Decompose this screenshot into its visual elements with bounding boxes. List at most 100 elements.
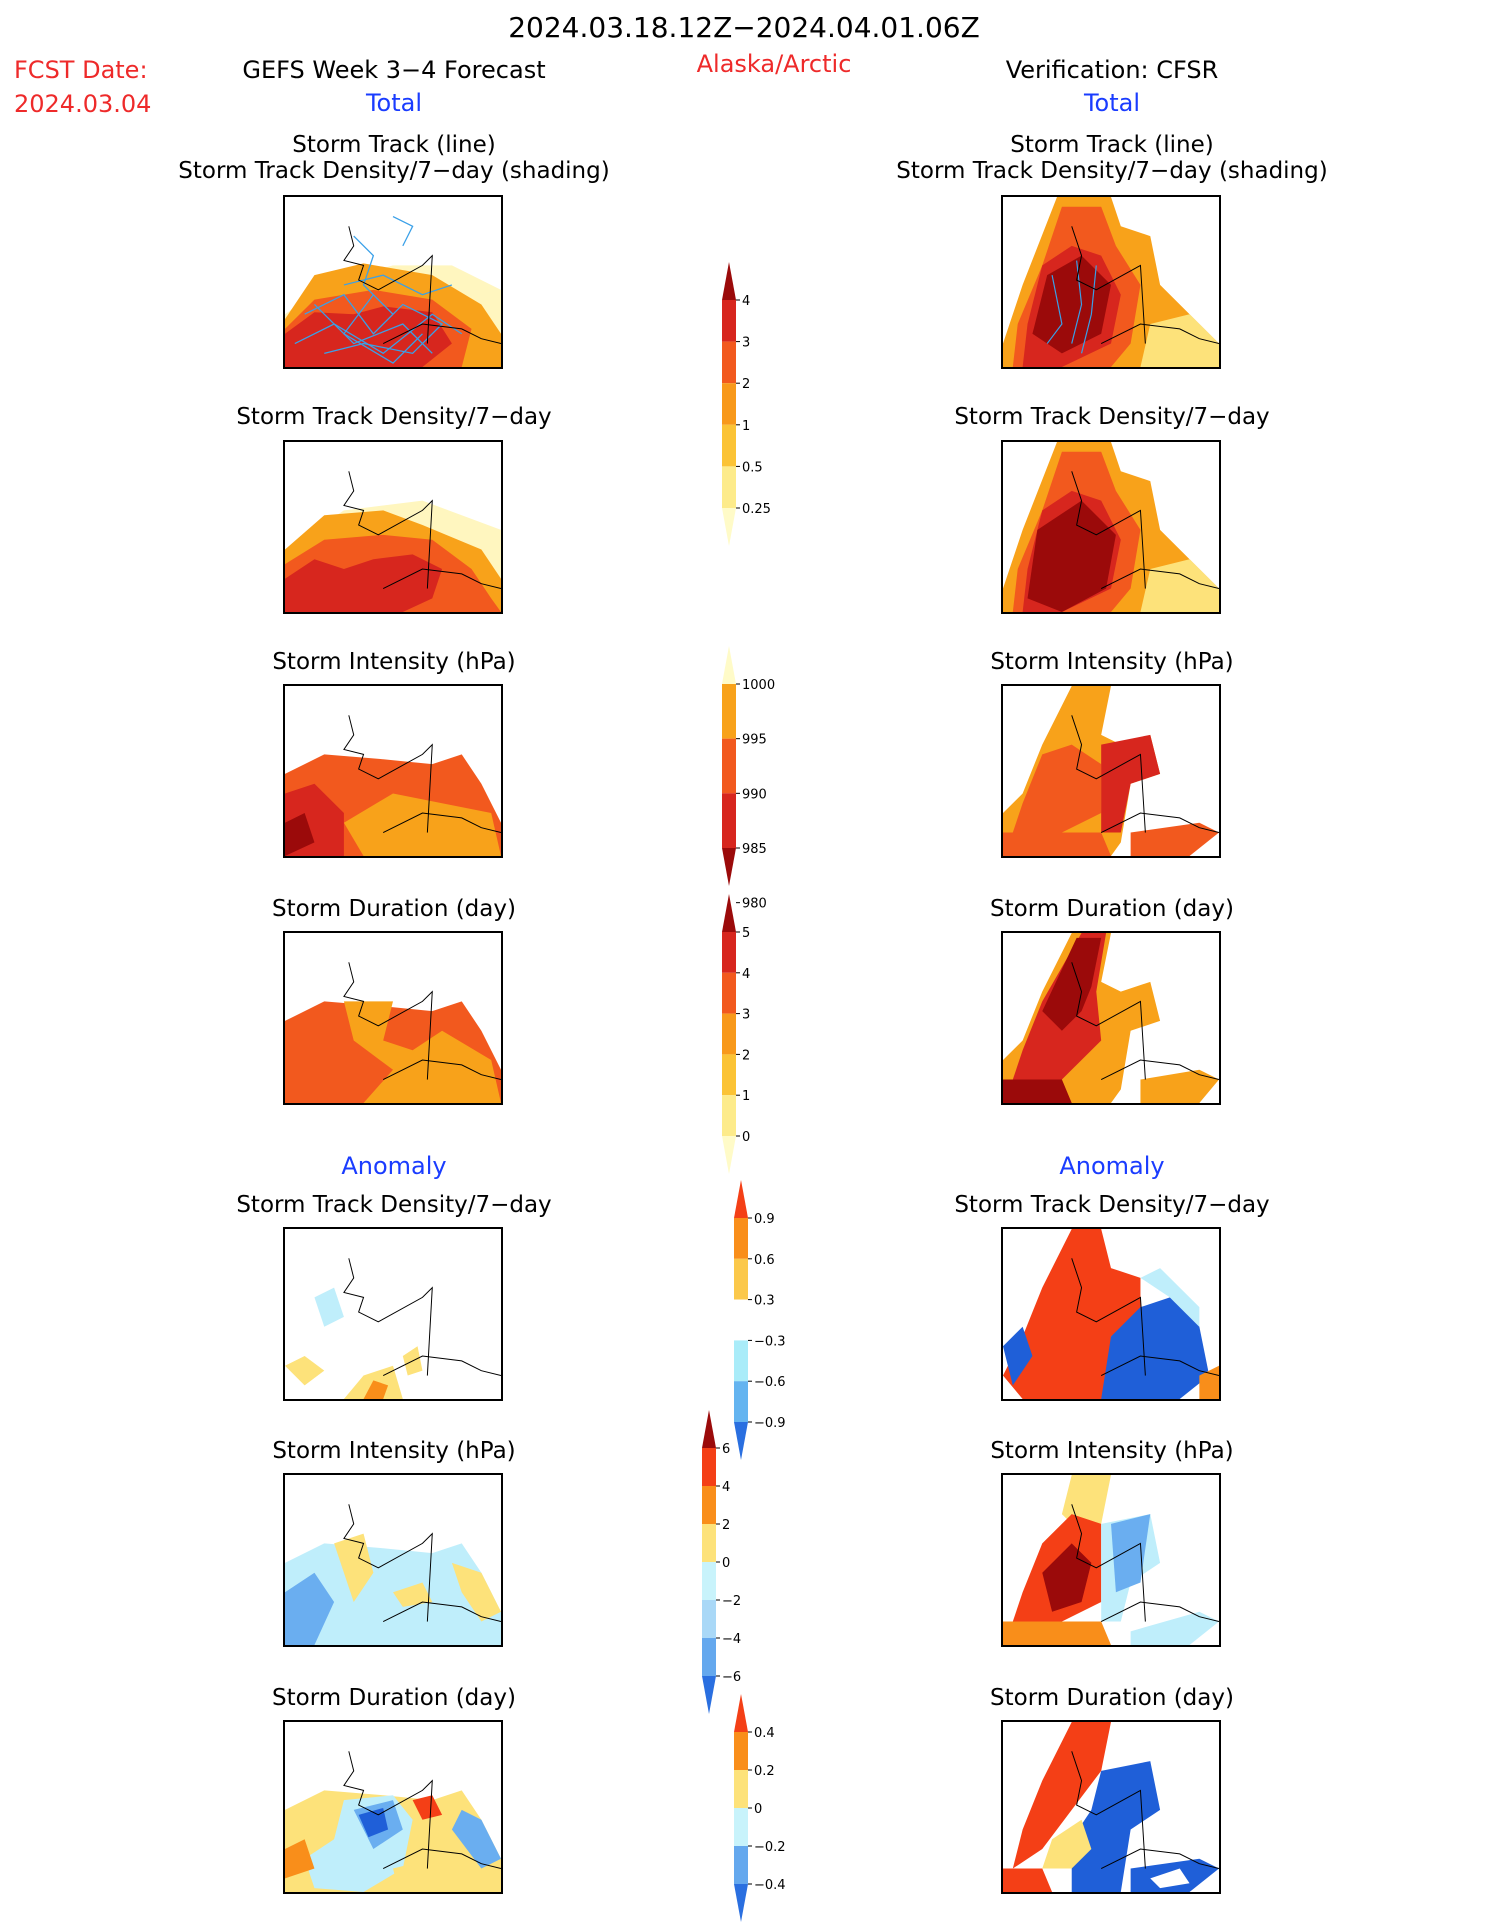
colorbar-tick-label: −0.4	[754, 1878, 786, 1893]
colorbar-swatch	[734, 1770, 748, 1808]
colorbar-tick-label: 0.9	[754, 1212, 775, 1227]
colorbar-swatch	[722, 1013, 736, 1055]
colorbar-swatch	[734, 1884, 748, 1922]
map-panel-gefs-density	[283, 440, 503, 614]
colorbar-swatch	[722, 848, 736, 886]
colorbar-tick-label: 980	[742, 897, 767, 912]
colorbar-swatch	[734, 1846, 748, 1884]
colorbar-tick-label: 0.5	[742, 460, 763, 475]
panel-title-duration-left: Storm Duration (day)	[272, 896, 516, 922]
map-panel-cfsr-density	[1001, 440, 1221, 614]
colorbar-tick-label: 3	[742, 336, 750, 351]
colorbar-tick-label: 0	[722, 1556, 730, 1571]
colorbar-density: 4 3 2 1 0.5 0.25	[720, 262, 780, 546]
colorbar-anom-density-svg: 0.9 0.6 0.3 −0.3 −0.6 −0.9	[734, 1180, 786, 1460]
colorbar-tick-label: 0.6	[754, 1253, 775, 1268]
map-panel-gefs-anom-intensity	[283, 1473, 503, 1647]
panel-title-anom-density-right: Storm Track Density/7−day	[954, 1192, 1270, 1218]
colorbar-swatch	[722, 300, 736, 342]
panel-title-anom-duration-right: Storm Duration (day)	[990, 1685, 1234, 1711]
map-panel-gefs-anom-density	[283, 1227, 503, 1401]
colorbar-tick-label: 0	[754, 1802, 762, 1817]
colorbar-tick-label: 2	[742, 1048, 750, 1063]
colorbar-duration: 5 4 3 2 1 0	[720, 894, 780, 1174]
map-panel-gefs-track	[283, 195, 503, 369]
anomaly-label-left: Anomaly	[341, 1152, 447, 1180]
colorbar-swatch	[734, 1381, 748, 1422]
colorbar-swatch	[722, 793, 736, 848]
colorbar-tick-label: 2	[742, 377, 750, 392]
colorbar-tick-label: −0.9	[754, 1416, 786, 1431]
colorbar-tick-label: 990	[742, 787, 767, 802]
verification-title: Verification: CFSR	[1005, 56, 1219, 84]
date-range-title: 2024.03.18.12Z−2024.04.01.06Z	[508, 11, 980, 44]
colorbar-swatch	[734, 1218, 748, 1259]
colorbar-tick-label: −0.6	[754, 1375, 786, 1390]
colorbar-tick-label: 0	[742, 1130, 750, 1145]
panel-title-intensity-left: Storm Intensity (hPa)	[272, 649, 516, 675]
colorbar-tick-label: −0.3	[754, 1334, 786, 1349]
total-label-left: Total	[365, 89, 423, 117]
fcst-date-value: 2024.03.04	[14, 90, 152, 118]
colorbar-tick-label: 4	[742, 294, 750, 309]
colorbar-tick-label: 0.2	[754, 1764, 775, 1779]
colorbar-anom-intensity-svg: 6 4 2 0 −2 −4 −6	[702, 1410, 741, 1714]
colorbar-swatch	[702, 1638, 716, 1676]
panel-title-track-line-left: Storm Track (line)	[292, 132, 496, 158]
colorbar-tick-label: 995	[742, 733, 767, 748]
panel-title-density-left: Storm Track Density/7−day	[236, 404, 552, 430]
colorbar-tick-label: 0.4	[754, 1726, 775, 1741]
map-panel-gefs-duration	[283, 931, 503, 1105]
map-panel-cfsr-anom-density	[1001, 1227, 1221, 1401]
colorbar-swatch	[722, 262, 736, 300]
panel-title-duration-right: Storm Duration (day)	[990, 896, 1234, 922]
colorbar-tick-label: 3	[742, 1008, 750, 1023]
colorbar-tick-label: 4	[722, 1480, 730, 1495]
colorbar-swatch	[702, 1562, 716, 1600]
colorbar-swatch	[722, 932, 736, 973]
colorbar-swatch	[722, 684, 736, 739]
colorbar-swatch	[734, 1258, 748, 1300]
colorbar-density-svg: 4 3 2 1 0.5 0.25	[722, 262, 771, 546]
panel-title-anom-intensity-left: Storm Intensity (hPa)	[272, 1438, 516, 1464]
colorbar-swatch	[722, 383, 736, 425]
colorbar-swatch	[734, 1808, 748, 1846]
colorbar-swatch	[702, 1600, 716, 1638]
colorbar-duration-svg: 5 4 3 2 1 0	[722, 894, 750, 1174]
colorbar-swatch	[722, 646, 736, 684]
colorbar-swatch	[722, 972, 736, 1014]
colorbar-swatch	[722, 466, 736, 508]
panel-title-track-line-right: Storm Track (line)	[1010, 132, 1214, 158]
map-panel-cfsr-anom-intensity	[1001, 1473, 1221, 1647]
colorbar-intensity-svg: 1000 995 990 985 980	[722, 646, 775, 912]
colorbar-tick-label: 4	[742, 967, 750, 982]
colorbar-swatch	[722, 424, 736, 467]
panel-title-anom-duration-left: Storm Duration (day)	[272, 1685, 516, 1711]
fcst-date-label: FCST Date:	[14, 56, 148, 84]
colorbar-swatch	[734, 1732, 748, 1770]
colorbar-tick-label: 1000	[742, 678, 775, 693]
total-label-right: Total	[1083, 89, 1141, 117]
colorbar-anom-density: 0.9 0.6 0.3 −0.3 −0.6 −0.9	[732, 1180, 792, 1460]
colorbar-swatch	[722, 1095, 736, 1136]
colorbar-swatch	[734, 1180, 748, 1218]
colorbar-tick-label: 5	[742, 926, 750, 941]
colorbar-tick-label: 1	[742, 1089, 750, 1104]
colorbar-tick-label: −6	[722, 1670, 741, 1685]
panel-title-intensity-right: Storm Intensity (hPa)	[990, 649, 1234, 675]
colorbar-intensity: 1000 995 990 985 980	[720, 646, 780, 912]
forecast-title: GEFS Week 3−4 Forecast	[242, 56, 546, 84]
colorbar-anom-duration-svg: 0.4 0.2 0 −0.2 −0.4	[734, 1694, 786, 1922]
colorbar-swatch	[734, 1299, 748, 1341]
colorbar-swatch	[722, 341, 736, 384]
map-panel-cfsr-track	[1001, 195, 1221, 369]
colorbar-swatch	[734, 1694, 748, 1732]
colorbar-tick-label: 2	[722, 1518, 730, 1533]
map-panel-cfsr-duration	[1001, 931, 1221, 1105]
colorbar-swatch	[722, 894, 736, 932]
colorbar-swatch	[702, 1676, 716, 1714]
colorbar-tick-label: 985	[742, 842, 767, 857]
colorbar-swatch	[734, 1422, 748, 1460]
colorbar-tick-label: 0.25	[742, 502, 771, 517]
anomaly-label-right: Anomaly	[1059, 1152, 1165, 1180]
